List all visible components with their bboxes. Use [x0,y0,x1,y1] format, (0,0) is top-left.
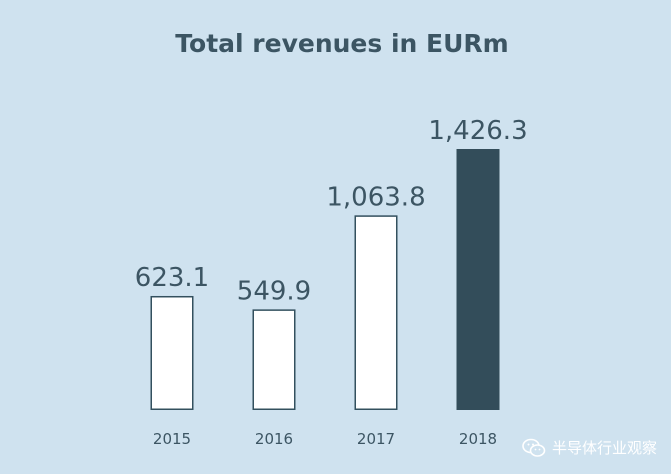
tick-label-2018: 2018 [459,430,497,448]
bar-2018 [456,149,500,410]
bar-2016 [252,309,296,410]
value-label-2018: 1,426.3 [428,116,527,146]
tick-label-2017: 2017 [357,430,395,448]
bar-2017 [354,215,398,410]
watermark-text: 半导体行业观察 [551,439,657,457]
bars-group: 623.1 2015 549.9 2016 1,063.8 2017 1,426.3 2018 [135,116,528,448]
chart-title: Total revenues in EURm [175,29,508,58]
wechat-icon [522,438,546,457]
bar-2015 [150,295,194,410]
value-label-2015: 623.1 [135,263,209,293]
watermark: 半导体行业观察 [522,437,657,458]
tick-label-2016: 2016 [255,430,293,448]
value-label-2017: 1,063.8 [326,182,425,212]
tick-label-2015: 2015 [153,430,191,448]
value-label-2016: 549.9 [237,276,311,306]
